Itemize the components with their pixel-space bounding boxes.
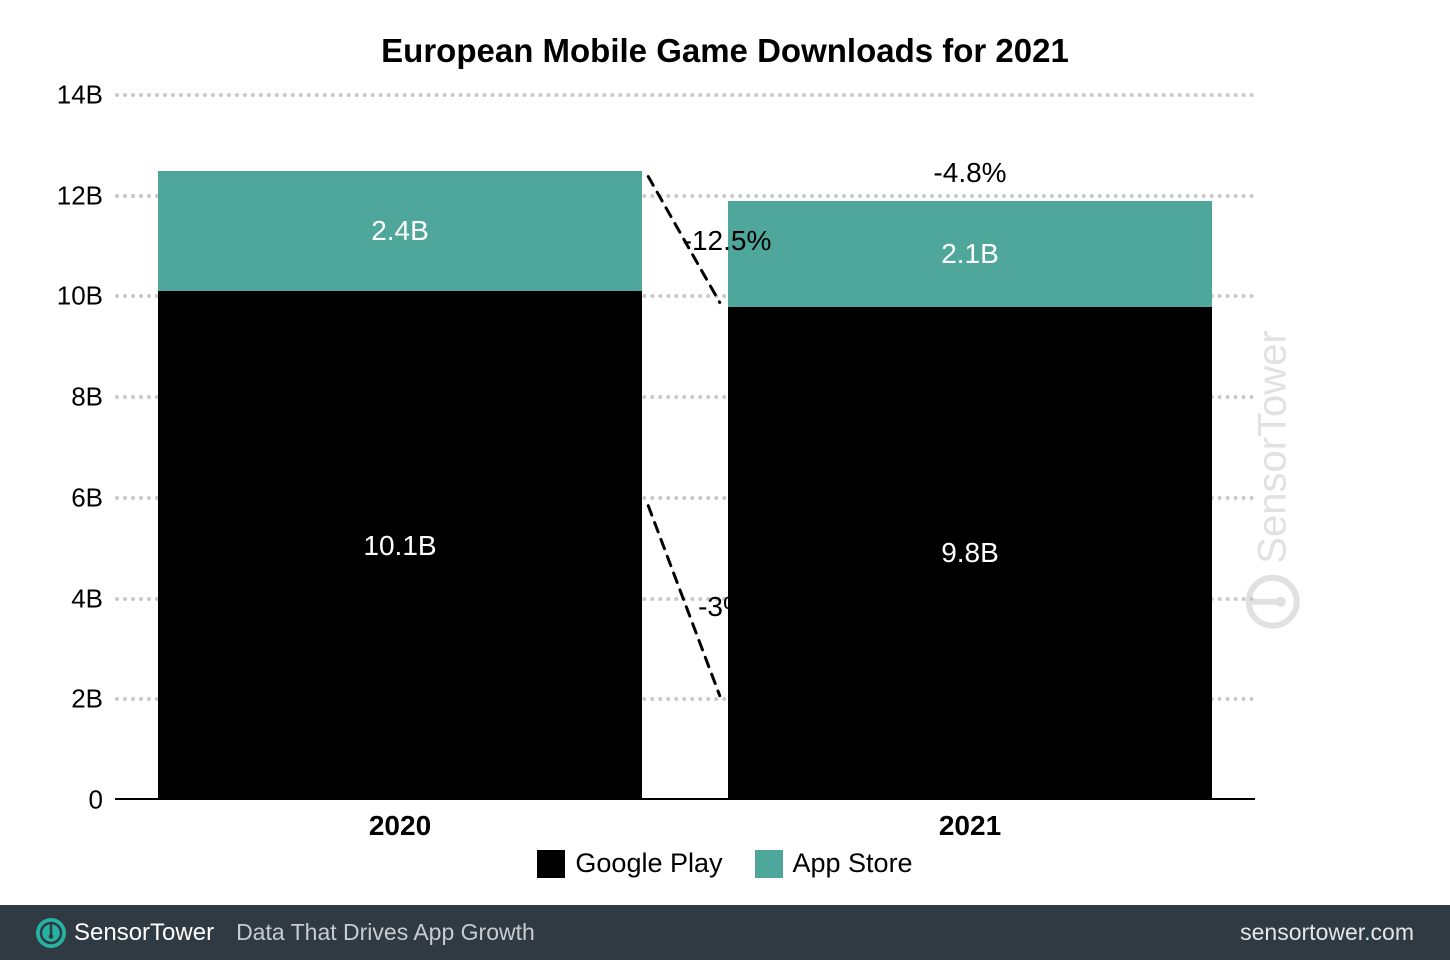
legend-swatch [537, 850, 565, 878]
watermark-text: SensorTower [1250, 330, 1295, 563]
y-tick-label: 4B [71, 583, 103, 614]
y-tick-label: 14B [57, 80, 103, 111]
y-tick-label: 12B [57, 180, 103, 211]
sensortower-logo-icon [36, 918, 66, 948]
connector-line [115, 95, 1255, 800]
footer-brand-text: SensorTower [74, 919, 214, 947]
legend-item: App Store [755, 848, 913, 879]
legend-item: Google Play [537, 848, 722, 879]
y-tick-label: 8B [71, 382, 103, 413]
sensortower-logo-icon [1244, 574, 1300, 630]
x-tick-label: 2021 [939, 810, 1001, 842]
footer-tagline: Data That Drives App Growth [236, 919, 535, 946]
y-tick-label: 0 [89, 785, 103, 816]
delta-googleplay-label: -3% [698, 591, 748, 623]
legend-label: Google Play [575, 848, 722, 879]
chart-title: European Mobile Game Downloads for 2021 [0, 0, 1450, 70]
plot-area: 02B4B6B8B10B12B14B10.1B2.4B20209.8B2.1B2… [115, 95, 1255, 800]
legend-swatch [755, 850, 783, 878]
footer: SensorTower Data That Drives App Growth … [0, 905, 1450, 960]
legend-label: App Store [793, 848, 913, 879]
watermark: SensorTower [1244, 330, 1300, 629]
legend: Google Play App Store [0, 848, 1450, 885]
y-tick-label: 2B [71, 684, 103, 715]
chart-container: European Mobile Game Downloads for 2021 … [0, 0, 1450, 905]
y-tick-label: 10B [57, 281, 103, 312]
y-tick-label: 6B [71, 482, 103, 513]
footer-brand: SensorTower [36, 918, 214, 948]
footer-link: sensortower.com [1240, 919, 1414, 946]
x-tick-label: 2020 [369, 810, 431, 842]
